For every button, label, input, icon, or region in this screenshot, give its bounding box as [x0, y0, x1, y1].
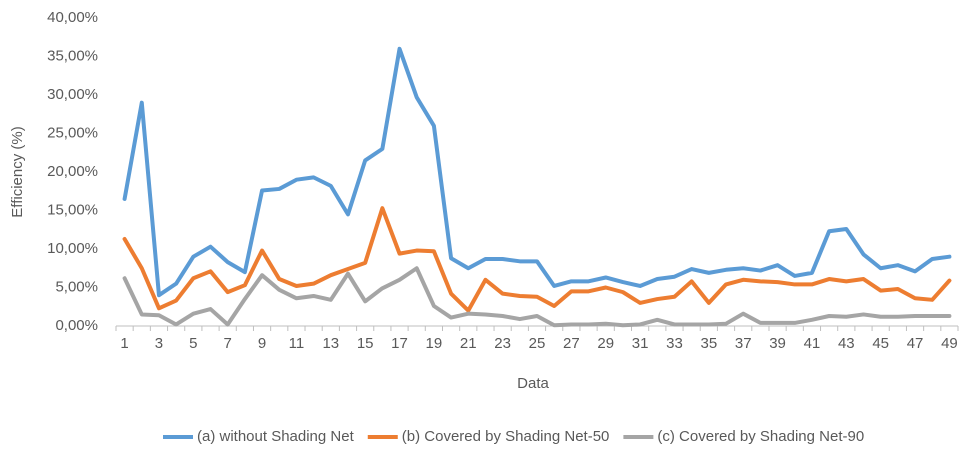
x-tick-label: 19: [426, 335, 443, 352]
x-tick-label: 27: [563, 335, 580, 352]
x-tick-label: 7: [224, 335, 232, 352]
legend-label: (b) Covered by Shading Net-50: [402, 428, 610, 445]
series-line: [122, 46, 952, 298]
x-tick-label: 43: [838, 335, 855, 352]
y-tick-label: 30,00%: [47, 86, 98, 103]
x-tick-label: 9: [258, 335, 266, 352]
x-tick-label: 35: [700, 335, 717, 352]
y-tick-label: 10,00%: [47, 240, 98, 257]
x-tick-label: 17: [391, 335, 408, 352]
x-tick-label: 15: [357, 335, 374, 352]
x-tick-label: 5: [189, 335, 197, 352]
y-tick-label: 25,00%: [47, 124, 98, 141]
x-axis-title: Data: [517, 375, 549, 392]
x-tick-label: 23: [494, 335, 511, 352]
x-tick-label: 41: [804, 335, 821, 352]
x-tick-label: 1: [120, 335, 128, 352]
y-axis-title: Efficiency (%): [9, 126, 26, 217]
x-tick-label: 33: [666, 335, 683, 352]
legend-label: (c) Covered by Shading Net-90: [657, 428, 864, 445]
y-tick-label: 5,00%: [55, 278, 98, 295]
x-tick-label: 3: [155, 335, 163, 352]
x-tick-label: 37: [735, 335, 752, 352]
x-tick-label: 25: [529, 335, 546, 352]
x-tick-label: 47: [907, 335, 924, 352]
legend-label: (a) without Shading Net: [197, 428, 355, 445]
y-tick-label: 20,00%: [47, 163, 98, 180]
series-line: [122, 206, 952, 313]
y-tick-label: 40,00%: [47, 9, 98, 26]
x-tick-label: 49: [941, 335, 958, 352]
y-tick-label: 35,00%: [47, 47, 98, 64]
x-tick-label: 21: [460, 335, 477, 352]
x-tick-label: 45: [872, 335, 889, 352]
series-line: [122, 266, 952, 328]
x-tick-label: 31: [632, 335, 649, 352]
x-tick-label: 39: [769, 335, 786, 352]
x-tick-label: 29: [597, 335, 614, 352]
y-tick-label: 15,00%: [47, 201, 98, 218]
y-tick-label: 0,00%: [55, 317, 98, 334]
x-tick-label: 13: [322, 335, 339, 352]
x-tick-label: 11: [289, 335, 305, 352]
